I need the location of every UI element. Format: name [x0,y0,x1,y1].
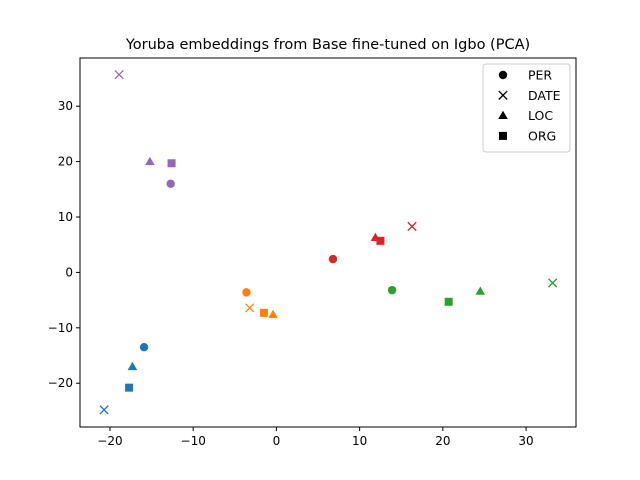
legend-label: LOC [528,108,553,123]
data-point-triangle [127,361,138,371]
y-tick-label: −20 [48,376,73,390]
x-tick-label: 0 [273,434,281,448]
data-point-triangle [475,286,486,295]
x-tick-label: −20 [97,434,122,448]
legend-marker-triangle [498,110,508,120]
chart-title: Yoruba embeddings from Base fine-tuned o… [125,37,530,53]
data-point-circle [328,254,338,264]
data-point-circle [387,285,397,295]
axis-ticks: −20 −10 0 10 20 30 −20 −10 0 10 20 30 [48,99,534,448]
y-tick-label: 10 [58,210,73,224]
data-point-x [99,405,109,415]
data-point-triangle [268,309,278,318]
x-tick-label: −10 [181,434,206,448]
data-point-square [167,159,176,168]
data-point-x [114,69,124,80]
y-tick-label: 20 [58,155,73,169]
data-points [99,69,558,415]
x-tick-label: 30 [518,434,533,448]
legend: PER DATE LOC ORG [482,63,571,153]
data-point-square [376,236,385,245]
data-point-x [548,278,558,288]
data-point-x [245,303,255,313]
y-tick-label: 30 [58,99,73,113]
legend-marker-x [498,90,508,100]
data-point-circle [166,179,175,188]
data-point-circle [242,288,251,297]
y-tick-label: 0 [65,265,73,279]
x-tick-label: 20 [435,434,450,448]
data-point-square [444,297,453,306]
legend-marker-square [499,131,507,140]
legend-label: PER [528,68,552,83]
plot-frame [79,57,577,428]
data-point-triangle [145,156,155,166]
legend-box [482,63,571,153]
x-tick-label: 10 [352,434,367,448]
data-point-square [259,308,268,317]
data-point-circle [139,343,149,352]
legend-marker-circle [498,70,508,80]
legend-label: ORG [528,128,556,143]
legend-label: DATE [528,88,561,103]
y-tick-label: −10 [48,321,73,335]
data-point-x [407,221,417,232]
data-point-square [125,383,134,392]
